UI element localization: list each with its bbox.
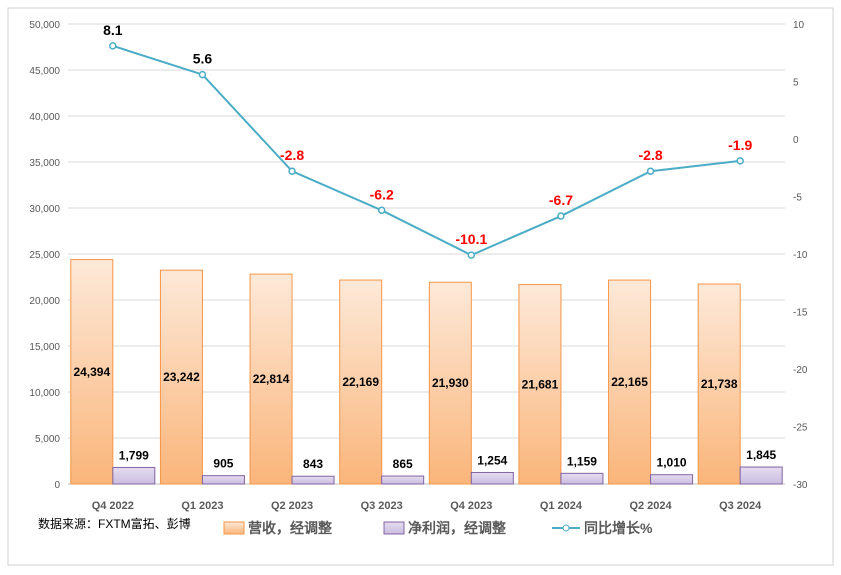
y2-tick-label: -25 [793, 423, 808, 434]
revenue-bar [70, 259, 114, 485]
profit-bar [560, 472, 604, 485]
revenue-bar [428, 281, 472, 485]
profit-bar [470, 471, 514, 485]
legend-revenue-label: 营收，经调整 [248, 520, 333, 536]
profit-data-label: 843 [303, 457, 323, 471]
y2-tick-label: -15 [793, 308, 808, 319]
profit-data-label: 1,010 [657, 456, 687, 470]
growth-line [112, 44, 741, 257]
revenue-data-label: 23,242 [163, 370, 200, 384]
y-tick-label: 40,000 [29, 112, 60, 123]
x-tick-label: Q4 2023 [450, 500, 492, 512]
profit-bar [201, 475, 245, 485]
x-tick-label: Q3 2023 [361, 500, 403, 512]
revenue-bar [518, 284, 562, 485]
y2-tick-label: 10 [793, 20, 805, 31]
growth-data-label: -2.8 [280, 147, 304, 163]
growth-point [557, 212, 565, 220]
revenue-bar [249, 273, 293, 485]
profit-data-label: 1,845 [746, 448, 776, 462]
legend-profit-label: 净利润，经调整 [408, 520, 507, 536]
growth-point [109, 42, 117, 50]
y-tick-label: 0 [54, 480, 60, 491]
growth-point [198, 70, 207, 79]
y-tick-label: 50,000 [29, 20, 60, 31]
revenue-data-label: 22,814 [253, 372, 290, 386]
source-note: 数据来源：FXTM富拓、彭博 [38, 516, 191, 531]
profit-bar [381, 475, 425, 485]
profit-data-label: 1,159 [567, 454, 597, 468]
profit-bar [739, 466, 783, 485]
growth-data-label: 5.6 [193, 51, 213, 67]
profit-bar [291, 475, 335, 485]
profit-data-label: 865 [393, 457, 413, 471]
revenue-data-label: 22,165 [611, 375, 648, 389]
y-tick-label: 20,000 [29, 296, 60, 307]
revenue-data-label: 24,394 [73, 365, 110, 379]
y-tick-label: 35,000 [29, 158, 60, 169]
revenue-data-label: 21,930 [432, 376, 469, 390]
y2-tick-label: -20 [793, 365, 808, 376]
legend-profit-swatch [383, 521, 405, 535]
profit-data-label: 905 [213, 457, 233, 471]
growth-data-label: -6.7 [549, 192, 573, 208]
x-tick-label: Q4 2022 [92, 500, 134, 512]
growth-point [646, 167, 655, 175]
y2-tick-label: -10 [793, 250, 808, 261]
y-tick-label: 30,000 [29, 204, 60, 215]
y-tick-label: 10,000 [29, 388, 60, 399]
growth-point [288, 167, 296, 175]
growth-point [467, 251, 476, 259]
growth-data-label: -6.2 [370, 186, 394, 202]
legend-growth-marker [562, 524, 570, 532]
revenue-data-label: 21,681 [522, 377, 559, 391]
revenue-bar [159, 269, 203, 485]
growth-data-label: -10.1 [455, 231, 487, 247]
y2-tick-label: -30 [793, 480, 808, 491]
y2-tick-label: 5 [793, 78, 799, 89]
legend-growth-label: 同比增长% [584, 520, 653, 536]
growth-data-label: 8.1 [103, 22, 123, 38]
profit-data-label: 1,799 [119, 448, 149, 462]
x-tick-label: Q2 2024 [629, 500, 672, 512]
growth-data-label: -1.9 [728, 137, 752, 153]
y-tick-label: 45,000 [29, 66, 60, 77]
x-tick-label: Q1 2024 [540, 500, 583, 512]
profit-data-label: 1,254 [477, 453, 507, 467]
profit-bar [650, 474, 694, 485]
growth-point [736, 157, 744, 165]
y2-tick-label: 0 [793, 135, 799, 146]
profit-bar [112, 466, 156, 485]
y-tick-label: 5,000 [35, 434, 60, 445]
y2-tick-label: -5 [793, 193, 802, 204]
growth-data-label: -2.8 [639, 147, 663, 163]
growth-point [377, 206, 386, 215]
x-tick-label: Q2 2023 [271, 500, 313, 512]
y-tick-label: 25,000 [29, 250, 60, 261]
revenue-bar [339, 279, 383, 485]
revenue-data-label: 22,169 [342, 375, 379, 389]
y-tick-label: 15,000 [29, 342, 60, 353]
revenue-bar [697, 283, 741, 485]
x-tick-label: Q3 2024 [719, 500, 762, 512]
revenue-bar [608, 279, 652, 485]
x-tick-label: Q1 2023 [181, 500, 223, 512]
revenue-data-label: 21,738 [701, 377, 738, 391]
legend-revenue-swatch [223, 521, 245, 535]
